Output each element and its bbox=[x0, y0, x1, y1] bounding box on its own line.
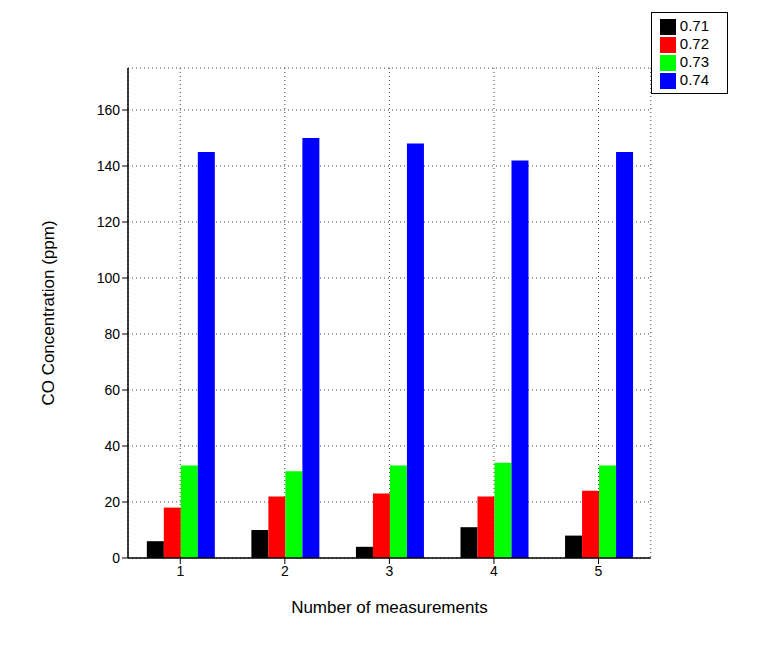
html-text:0.71: 0.71 bbox=[679, 17, 709, 34]
svg-text:0: 0 bbox=[112, 550, 120, 566]
svg-text:140: 140 bbox=[97, 158, 121, 174]
svg-text:Number of measurements: Number of measurements bbox=[291, 598, 488, 617]
html-text:0.72: 0.72 bbox=[679, 35, 709, 52]
svg-text:100: 100 bbox=[97, 270, 121, 286]
svg-text:2: 2 bbox=[281, 563, 289, 579]
svg-text:20: 20 bbox=[104, 494, 120, 510]
svg-text:5: 5 bbox=[595, 563, 603, 579]
svg-text:40: 40 bbox=[104, 438, 120, 454]
svg-text:160: 160 bbox=[97, 102, 121, 118]
html-text:0.74: 0.74 bbox=[679, 71, 709, 89]
html-text:0.73: 0.73 bbox=[679, 53, 709, 71]
svg-text:3: 3 bbox=[386, 563, 394, 579]
svg-text:120: 120 bbox=[97, 214, 121, 230]
svg-text:CO Concentration (ppm): CO Concentration (ppm) bbox=[39, 220, 58, 405]
svg-text:4: 4 bbox=[490, 563, 498, 579]
svg-text:1: 1 bbox=[176, 563, 184, 579]
svg-text:80: 80 bbox=[104, 326, 120, 342]
svg-text:60: 60 bbox=[104, 382, 120, 398]
